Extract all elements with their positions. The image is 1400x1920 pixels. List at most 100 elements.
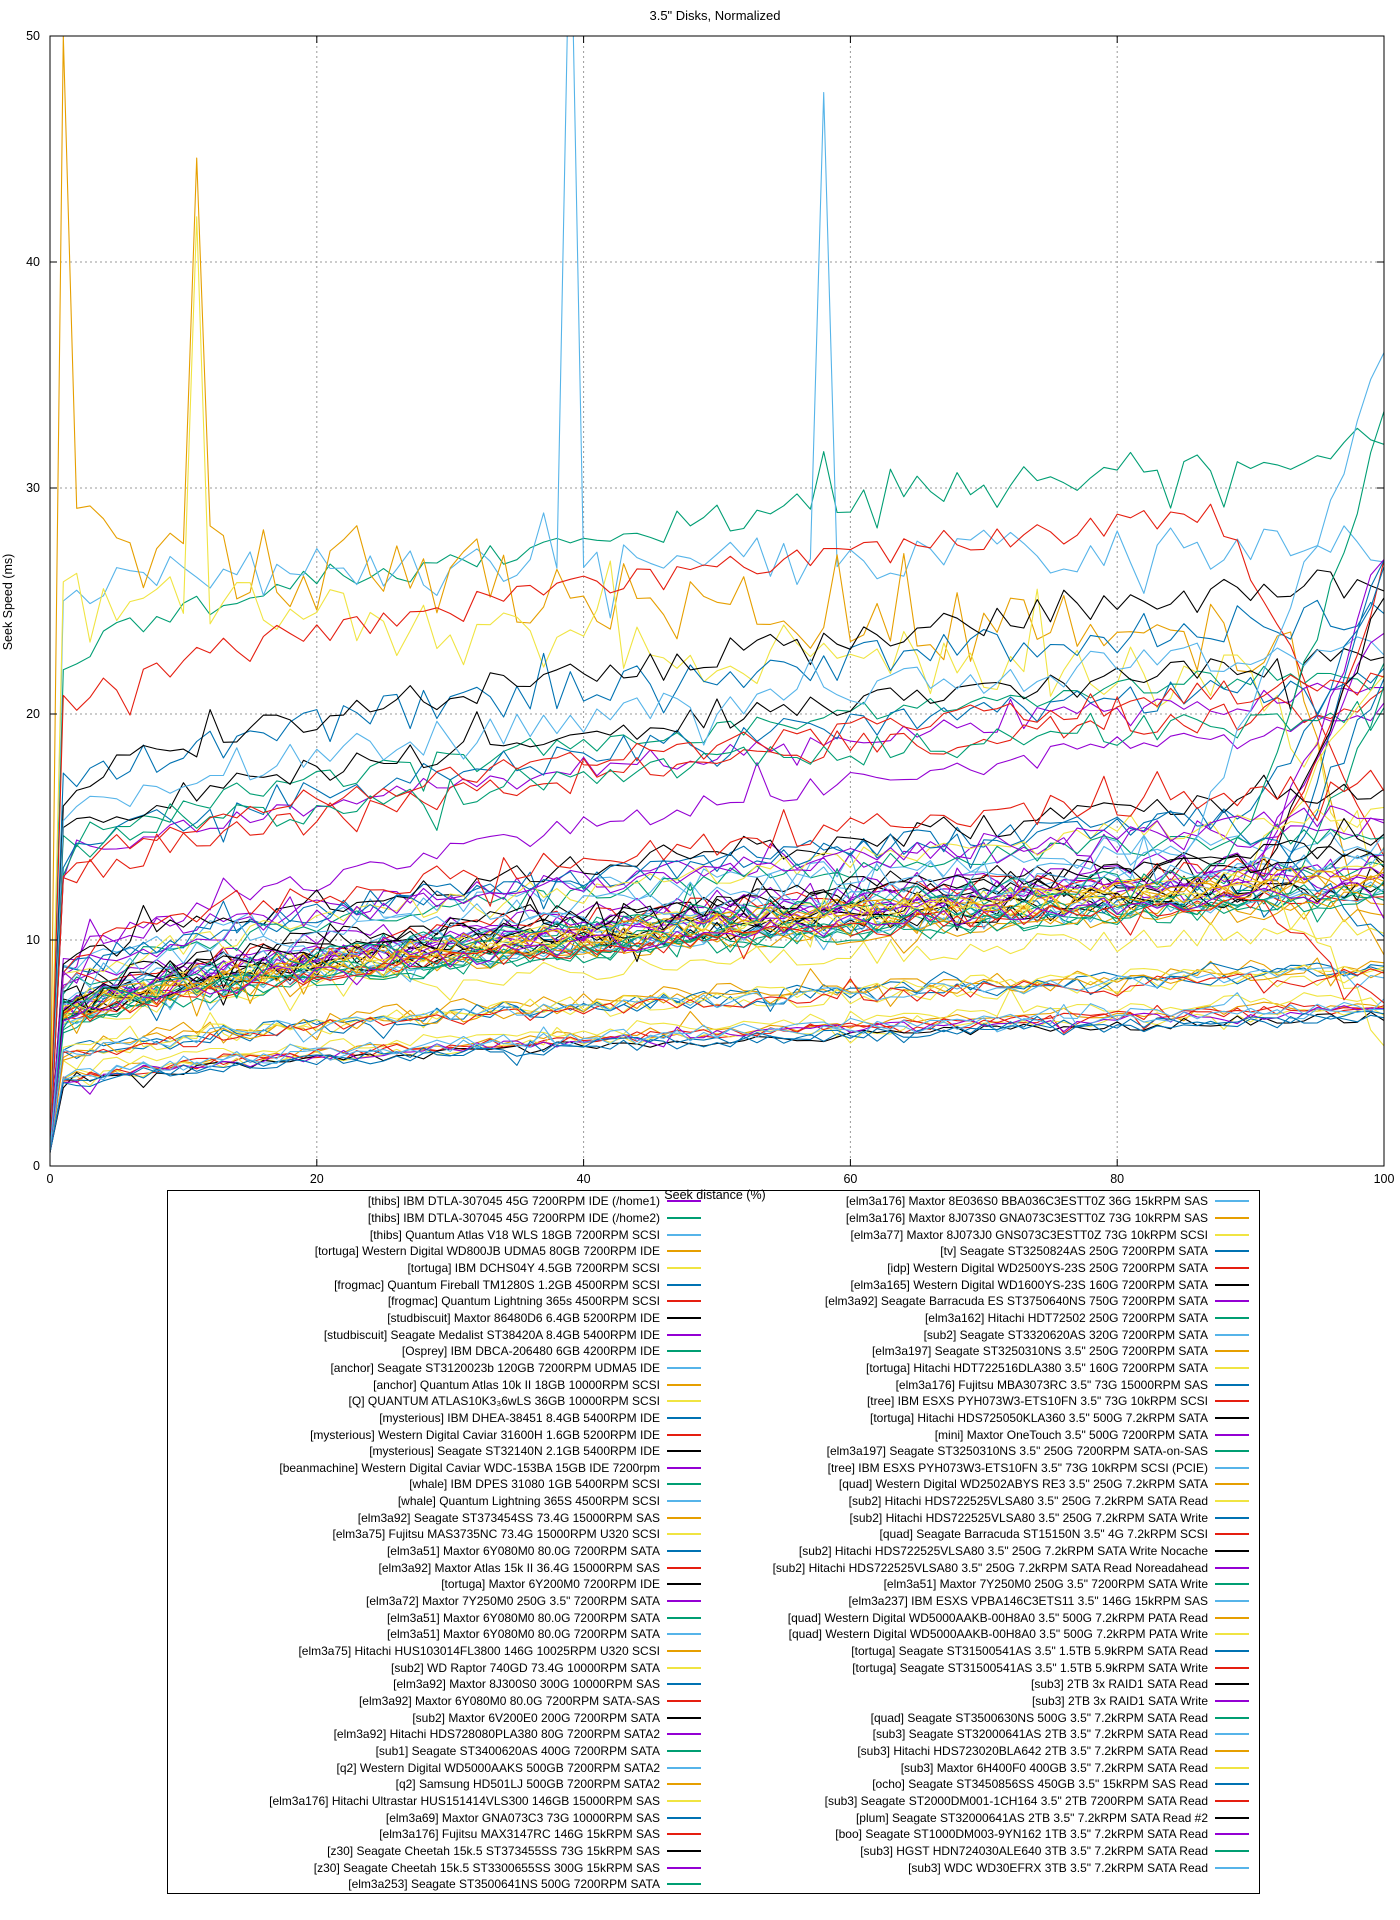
legend-entry: [elm3a92] Seagate Barracuda ES ST3750640… (168, 1293, 1249, 1310)
series-line (50, 663, 1384, 1153)
legend-entry: [sub2] Seagate ST3320620AS 320G 7200RPM … (168, 1326, 1249, 1343)
legend-entry: [elm3a92] Seagate ST373454SS 73.4G 15000… (168, 1509, 701, 1526)
legend-color-sample (667, 1833, 701, 1836)
legend-entry: [mysterious] Western Digital Caviar 3160… (168, 1426, 701, 1443)
legend-color-sample (667, 1500, 701, 1503)
legend-color-sample (1215, 1300, 1249, 1303)
legend-color-sample (1215, 1216, 1249, 1219)
legend-entry: [Q] QUANTUM ATLAS10K3₃6wLS 36GB 10000RPM… (168, 1393, 701, 1410)
legend-entry-label: [sub2] Seagate ST3320620AS 320G 7200RPM … (923, 1327, 1208, 1342)
legend-color-sample (1215, 1333, 1249, 1336)
legend-entry-label: [elm3a69] Maxtor GNA073C3 73G 10000RPM S… (385, 1810, 660, 1825)
legend-entry-label: [tortuga] Western Digital WD800JB UDMA5 … (314, 1244, 660, 1259)
legend-entry-label: [quad] Seagate Barracuda ST15150N 3.5" 4… (879, 1527, 1208, 1542)
legend-entry: [sub2] WD Raptor 740GD 73.4G 10000RPM SA… (168, 1659, 701, 1676)
legend-color-sample (1215, 1283, 1249, 1286)
legend-entry-label: [thibs] Quantum Atlas V18 WLS 18GB 7200R… (369, 1227, 660, 1242)
legend-entry-label: [ocho] Seagate ST3450856SS 450GB 3.5" 15… (872, 1777, 1208, 1792)
legend-entry: [mini] Maxtor OneTouch 3.5" 500G 7200RPM… (168, 1426, 1249, 1443)
y-tick-label: 10 (26, 933, 40, 947)
legend-entry: [quad] Western Digital WD5000AAKB-00H8A0… (168, 1626, 1249, 1643)
legend-entry: [beanmachine] Western Digital Caviar WDC… (168, 1460, 701, 1477)
y-tick-label: 40 (26, 255, 40, 269)
legend-entry: [q2] Western Digital WD5000AAKS 500GB 72… (168, 1759, 701, 1776)
legend-entry: [sub3] 2TB 3x RAID1 SATA Read (168, 1676, 1249, 1693)
chart-canvas (49, 35, 1385, 1167)
legend-entry: [elm3a92] Maxtor Atlas 15k II 36.4G 1500… (168, 1559, 701, 1576)
series-line (50, 883, 1384, 1153)
legend-entry-label: [plum] Seagate ST32000641AS 2TB 3.5" 7.2… (855, 1810, 1208, 1825)
legend-entry-label: [mysterious] Seagate ST32140N 2.1GB 5400… (369, 1444, 660, 1459)
legend-color-sample (667, 1883, 701, 1886)
legend-color-sample (1215, 1799, 1249, 1802)
x-tick-label: 0 (46, 1172, 54, 1186)
legend-entry-label: [elm3a51] Maxtor 6Y080M0 80.0G 7200RPM S… (386, 1610, 660, 1625)
legend-entry: [sub3] WDC WD30EFRX 3TB 3.5" 7.2kRPM SAT… (168, 1859, 1249, 1876)
legend-entry: [elm3a176] Hitachi Ultrastar HUS151414VL… (168, 1793, 701, 1810)
legend-entry-label: [quad] Western Digital WD5000AAKB-00H8A0… (787, 1610, 1208, 1625)
chart-title: 3.5" Disks, Normalized (649, 8, 781, 23)
legend-entry-label: [sub3] Hitachi HDS723020BLA642 2TB 3.5" … (857, 1743, 1208, 1758)
legend-color-sample (667, 1583, 701, 1586)
x-tick-label: 80 (1110, 1172, 1125, 1186)
legend-entry: [Osprey] IBM DBCA-206480 6GB 4200RPM IDE (168, 1343, 701, 1360)
series-line (50, 672, 1384, 1153)
x-tick-label: 40 (576, 1172, 591, 1186)
legend-color-sample (1215, 1783, 1249, 1786)
legend-entry-label: [elm3a162] Hitachi HDT72502 250G 7200RPM… (924, 1310, 1208, 1325)
legend-color-sample (667, 1783, 701, 1786)
legend-entry-label: [sub2] Maxtor 6V200E0 200G 7200RPM SATA (412, 1710, 660, 1725)
series-line (50, 632, 1384, 1153)
series-line (50, 36, 1384, 1153)
series-line (50, 599, 1384, 1153)
legend-entry-label: [elm3a92] Maxtor 8J300S0 300G 10000RPM S… (393, 1677, 660, 1692)
legend-color-sample (667, 1766, 701, 1769)
legend-entry: [tortuga] Hitachi HDT722516DLA380 3.5" 1… (168, 1360, 1249, 1377)
legend-entry-label: [elm3a92] Maxtor 6Y080M0 80.0G 7200RPM S… (358, 1694, 660, 1709)
legend-entry-label: [Q] QUANTUM ATLAS10K3₃6wLS 36GB 10000RPM… (348, 1394, 660, 1409)
legend-entry: [thibs] IBM DTLA-307045 45G 7200RPM IDE … (168, 1210, 701, 1227)
legend-entry: [elm3a176] Fujitsu MAX3147RC 146G 15kRPM… (168, 1826, 701, 1843)
legend-entry: [elm3a72] Maxtor 7Y250M0 250G 3.5" 7200R… (168, 1593, 701, 1610)
legend-color-sample (1215, 1849, 1249, 1852)
legend-color-sample (667, 1550, 701, 1553)
legend-entry-label: [elm3a176] Maxtor 8E036S0 BBA036C3ESTT0Z… (845, 1194, 1208, 1209)
legend-entry: [tree] IBM ESXS PYH073W3-ETS10FN 3.5" 73… (168, 1393, 1249, 1410)
legend-entry: [sub3] Maxtor 6H400F0 400GB 3.5" 7.2kRPM… (168, 1759, 1249, 1776)
legend-color-sample (1215, 1200, 1249, 1203)
legend-entry: [anchor] Seagate ST3120023b 120GB 7200RP… (168, 1360, 701, 1377)
legend-entry-label: [sub3] Seagate ST2000DM001-1CH164 3.5" 2… (824, 1793, 1208, 1808)
series-line (50, 1003, 1384, 1153)
legend-color-sample (667, 1483, 701, 1486)
legend-color-sample (1215, 1250, 1249, 1253)
y-tick-label: 50 (26, 29, 40, 43)
legend-entry-label: [frogmac] Quantum Fireball TM1280S 1.2GB… (334, 1277, 660, 1292)
legend-color-sample (667, 1383, 701, 1386)
legend-entry: [z30] Seagate Cheetah 15k.5 ST373455SS 7… (168, 1843, 701, 1860)
legend-color-sample (667, 1683, 701, 1686)
legend-color-sample (1215, 1266, 1249, 1269)
legend-color-sample (667, 1433, 701, 1436)
legend-color-sample (667, 1700, 701, 1703)
legend-column-right: [elm3a176] Maxtor 8E036S0 BBA036C3ESTT0Z… (168, 1193, 1249, 1876)
legend-color-sample (667, 1400, 701, 1403)
series-line (50, 688, 1384, 1153)
legend-entry: [thibs] Quantum Atlas V18 WLS 18GB 7200R… (168, 1226, 701, 1243)
legend-entry: [whale] Quantum Lightning 365S 4500RPM S… (168, 1493, 701, 1510)
y-tick-label: 20 (26, 707, 40, 721)
legend-color-sample (1215, 1466, 1249, 1469)
legend-entry: [elm3a176] Maxtor 8E036S0 BBA036C3ESTT0Z… (168, 1193, 1249, 1210)
legend-color-sample (1215, 1683, 1249, 1686)
series-line (50, 880, 1384, 1153)
legend-color-sample (667, 1616, 701, 1619)
legend-entry-label: [tortuga] Hitachi HDT722516DLA380 3.5" 1… (866, 1360, 1208, 1375)
legend-color-sample (667, 1533, 701, 1536)
legend-color-sample (667, 1650, 701, 1653)
series-line (50, 896, 1384, 1153)
legend-entry: [frogmac] Quantum Lightning 365s 4500RPM… (168, 1293, 701, 1310)
legend-entry-label: [tortuga] Seagate ST31500541AS 3.5" 1.5T… (852, 1660, 1208, 1675)
legend-color-sample (667, 1799, 701, 1802)
legend-color-sample (1215, 1766, 1249, 1769)
legend-entry-label: [studbiscuit] Maxtor 86480D6 6.4GB 5200R… (387, 1310, 660, 1325)
series-line (50, 882, 1384, 1153)
